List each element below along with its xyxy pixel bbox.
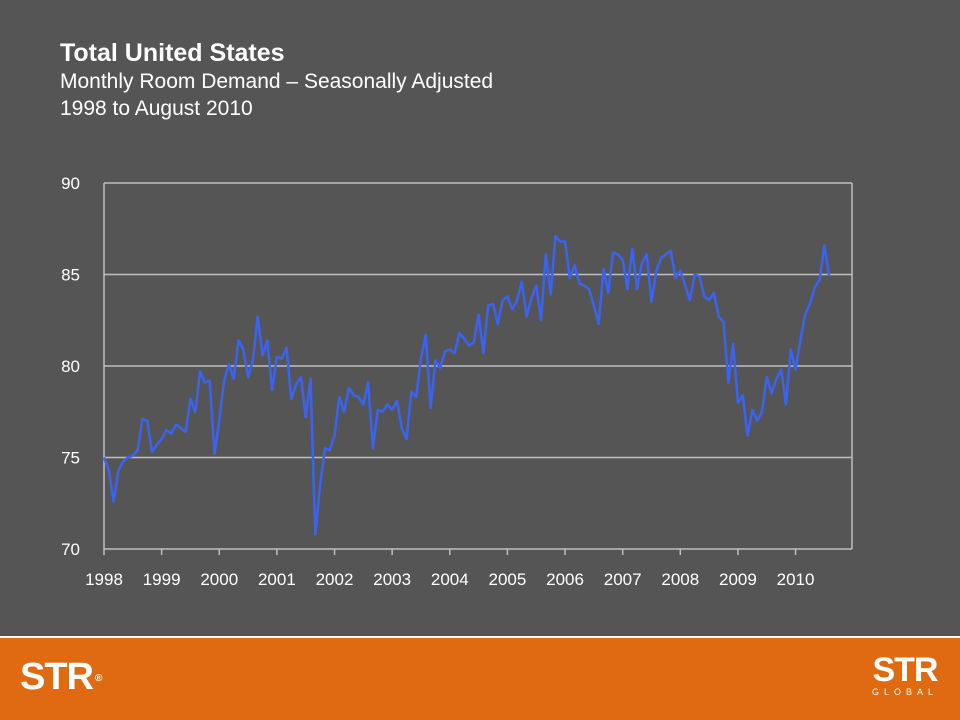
- chart-title: Total United States: [60, 39, 285, 67]
- x-axis-labels: 1998 1999 2000 2001 2002 2003 2004 2005 2006 2007…: [85, 570, 814, 589]
- y-tick-label: 80: [61, 357, 80, 376]
- x-tick-label: 2001: [258, 570, 296, 589]
- grid-lines: [104, 182, 852, 459]
- title-block: Total United States Monthly Room Demand …: [60, 38, 493, 122]
- x-tick-label: 2007: [604, 570, 642, 589]
- x-tick-label: 2010: [777, 570, 815, 589]
- x-tick-label: 2002: [316, 570, 354, 589]
- str-logo-text: STR: [20, 656, 94, 698]
- axes: [103, 183, 853, 555]
- x-tick-label: 1999: [143, 570, 181, 589]
- y-tick-label: 75: [61, 449, 80, 468]
- x-tick-label: 2008: [661, 570, 699, 589]
- str-global-logo: STR GLOBAL: [871, 651, 939, 698]
- series-layer: [102, 234, 831, 536]
- y-tick-label: 85: [61, 266, 80, 285]
- x-tick-label: 2005: [489, 570, 527, 589]
- str-global-logo-text: STR: [872, 651, 938, 689]
- x-tick-label: 2006: [546, 570, 584, 589]
- registered-mark: ®: [95, 673, 102, 685]
- y-tick-label: 90: [61, 174, 80, 193]
- x-tick-label: 2003: [373, 570, 411, 589]
- x-tick-label: 2004: [431, 570, 469, 589]
- str-logo: STR ®: [20, 656, 102, 699]
- x-tick-label: 1998: [85, 570, 123, 589]
- chart-subtitle: Monthly Room Demand – Seasonally Adjuste…: [60, 70, 494, 93]
- y-tick-label: 70: [61, 540, 80, 559]
- chart-period: 1998 to August 2010: [60, 97, 253, 120]
- x-tick-label: 2009: [719, 570, 757, 589]
- x-tick-label: 2000: [200, 570, 238, 589]
- y-axis-labels: 70 75 80 85 90: [61, 174, 80, 559]
- line-chart: 70 75 80 85 90 1998 1999 2000 2001 2002 2003 2004 2…: [61, 174, 853, 589]
- footer-bar: STR ® STR GLOBAL: [0, 636, 960, 720]
- demand-series-line: [102, 234, 831, 536]
- str-global-logo-sub: GLOBAL: [871, 687, 938, 697]
